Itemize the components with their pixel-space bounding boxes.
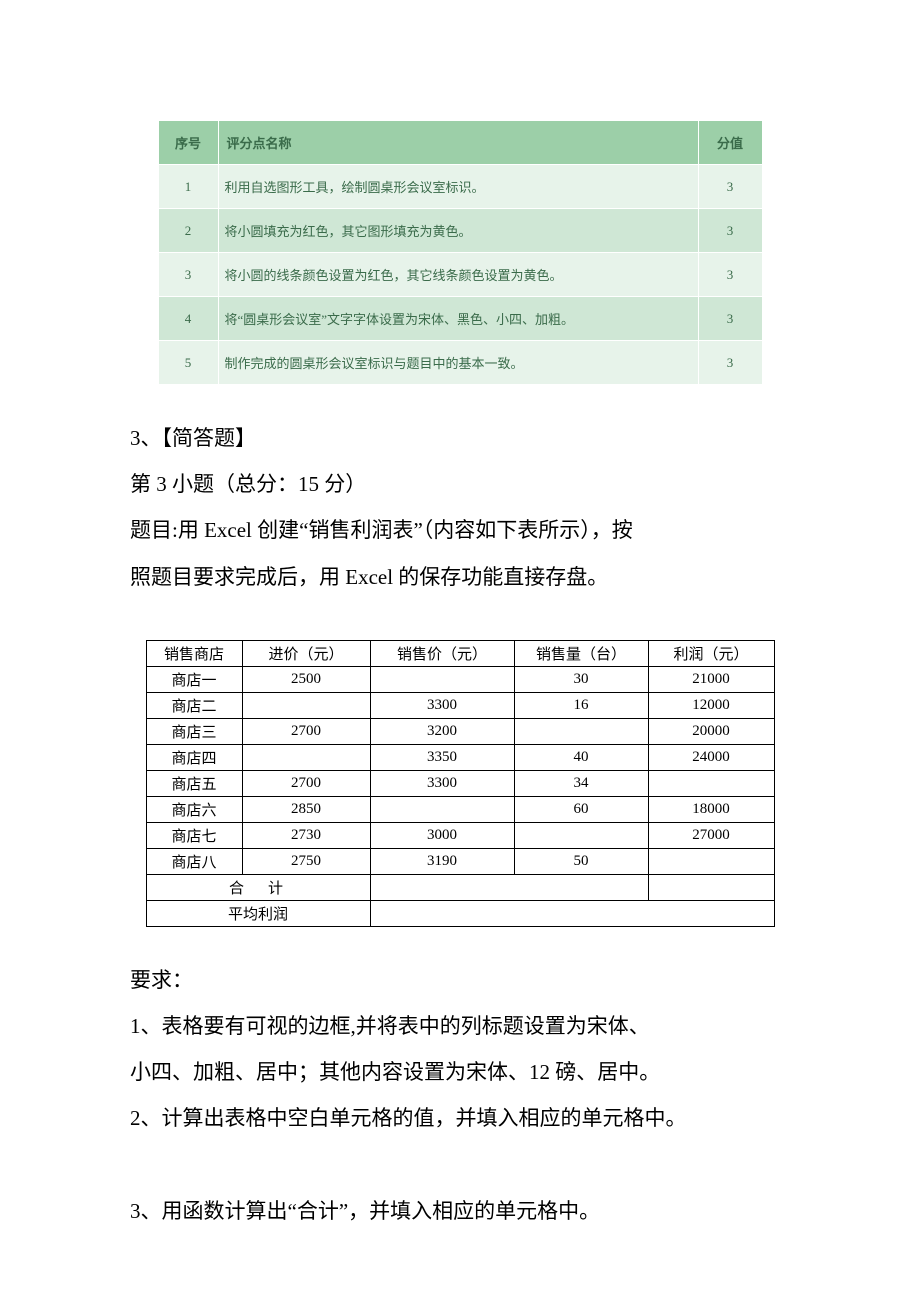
scoring-table: 序号 评分点名称 分值 1 利用自选图形工具，绘制圆桌形会议室标识。 3 2 将… — [158, 120, 763, 385]
sales-cell: 12000 — [648, 692, 774, 718]
sales-header: 销售量（台） — [514, 640, 648, 666]
req1-line2: 小四、加粗、居中；其他内容设置为宋体、12 磅、居中。 — [130, 1049, 790, 1095]
sales-cell — [370, 666, 514, 692]
sales-cell: 50 — [514, 848, 648, 874]
q3-body-line2: 照题目要求完成后，用 Excel 的保存功能直接存盘。 — [130, 554, 790, 600]
sales-cell: 40 — [514, 744, 648, 770]
scoring-row: 3 将小圆的线条颜色设置为红色，其它线条颜色设置为黄色。 3 — [158, 253, 762, 297]
name-cell: 将“圆桌形会议室”文字字体设置为宋体、黑色、小四、加粗。 — [218, 297, 698, 341]
sales-row: 商店六 2850 60 18000 — [146, 796, 774, 822]
sales-cell: 2500 — [242, 666, 370, 692]
sales-cell: 2700 — [242, 770, 370, 796]
req1-line1: 1、表格要有可视的边框,并将表中的列标题设置为宋体、 — [130, 1003, 790, 1049]
question3-block: 3、【简答题】 第 3 小题（总分：15 分） 题目:用 Excel 创建“销售… — [130, 415, 790, 600]
score-cell: 3 — [698, 341, 762, 385]
req-label: 要求： — [130, 957, 790, 1003]
sales-cell: 3300 — [370, 770, 514, 796]
sales-row: 商店三 2700 3200 20000 — [146, 718, 774, 744]
seq-cell: 5 — [158, 341, 218, 385]
sales-cell — [514, 718, 648, 744]
name-cell: 制作完成的圆桌形会议室标识与题目中的基本一致。 — [218, 341, 698, 385]
sales-cell: 2700 — [242, 718, 370, 744]
score-cell: 3 — [698, 209, 762, 253]
sales-row: 商店五 2700 3300 34 — [146, 770, 774, 796]
scoring-row: 4 将“圆桌形会议室”文字字体设置为宋体、黑色、小四、加粗。 3 — [158, 297, 762, 341]
sales-cell: 20000 — [648, 718, 774, 744]
sales-cell: 商店二 — [146, 692, 242, 718]
sales-cell: 商店三 — [146, 718, 242, 744]
req2: 2、计算出表格中空白单元格的值，并填入相应的单元格中。 — [130, 1095, 790, 1141]
heji-value — [648, 874, 774, 900]
name-cell: 将小圆的线条颜色设置为红色，其它线条颜色设置为黄色。 — [218, 253, 698, 297]
scoring-row: 5 制作完成的圆桌形会议室标识与题目中的基本一致。 3 — [158, 341, 762, 385]
sales-cell: 商店七 — [146, 822, 242, 848]
q3-body-line1: 题目:用 Excel 创建“销售利润表”（内容如下表所示），按 — [130, 507, 790, 553]
sales-cell: 3350 — [370, 744, 514, 770]
sales-cell: 3000 — [370, 822, 514, 848]
sales-row: 商店四 3350 40 24000 — [146, 744, 774, 770]
sales-cell — [242, 692, 370, 718]
sales-cell: 60 — [514, 796, 648, 822]
sales-header-row: 销售商店 进价（元） 销售价（元） 销售量（台） 利润（元） — [146, 640, 774, 666]
sales-row: 商店七 2730 3000 27000 — [146, 822, 774, 848]
sales-header: 利润（元） — [648, 640, 774, 666]
sales-cell: 商店一 — [146, 666, 242, 692]
sales-cell — [648, 770, 774, 796]
name-cell: 利用自选图形工具，绘制圆桌形会议室标识。 — [218, 165, 698, 209]
sales-header: 销售商店 — [146, 640, 242, 666]
scoring-row: 1 利用自选图形工具，绘制圆桌形会议室标识。 3 — [158, 165, 762, 209]
scoring-header-seq: 序号 — [158, 121, 218, 165]
sales-cell: 3190 — [370, 848, 514, 874]
heji-blank — [370, 874, 648, 900]
heji-label: 合计 — [146, 874, 370, 900]
scoring-header-name: 评分点名称 — [218, 121, 698, 165]
sales-cell — [514, 822, 648, 848]
score-cell: 3 — [698, 297, 762, 341]
sales-cell: 27000 — [648, 822, 774, 848]
sales-cell: 2750 — [242, 848, 370, 874]
seq-cell: 4 — [158, 297, 218, 341]
scoring-header-score: 分值 — [698, 121, 762, 165]
sales-cell: 2850 — [242, 796, 370, 822]
sales-cell: 18000 — [648, 796, 774, 822]
score-cell: 3 — [698, 165, 762, 209]
q3-label: 3、【简答题】 — [130, 415, 790, 461]
seq-cell: 1 — [158, 165, 218, 209]
requirements-block: 要求： 1、表格要有可视的边框,并将表中的列标题设置为宋体、 小四、加粗、居中；… — [130, 957, 790, 1234]
sales-row: 商店八 2750 3190 50 — [146, 848, 774, 874]
seq-cell: 3 — [158, 253, 218, 297]
sales-cell: 2730 — [242, 822, 370, 848]
avg-value — [370, 900, 774, 926]
sales-cell: 3300 — [370, 692, 514, 718]
spacer — [130, 1142, 790, 1188]
sales-cell: 商店六 — [146, 796, 242, 822]
sales-row: 商店二 3300 16 12000 — [146, 692, 774, 718]
sales-footer-avg: 平均利润 — [146, 900, 774, 926]
avg-label: 平均利润 — [146, 900, 370, 926]
sales-table: 销售商店 进价（元） 销售价（元） 销售量（台） 利润（元） 商店一 2500 … — [146, 640, 775, 927]
q3-subtitle: 第 3 小题（总分：15 分） — [130, 461, 790, 507]
name-cell: 将小圆填充为红色，其它图形填充为黄色。 — [218, 209, 698, 253]
sales-cell: 商店五 — [146, 770, 242, 796]
sales-cell: 30 — [514, 666, 648, 692]
sales-cell: 34 — [514, 770, 648, 796]
sales-cell: 21000 — [648, 666, 774, 692]
seq-cell: 2 — [158, 209, 218, 253]
score-cell: 3 — [698, 253, 762, 297]
req3: 3、用函数计算出“合计”，并填入相应的单元格中。 — [130, 1188, 790, 1234]
sales-cell — [370, 796, 514, 822]
sales-cell: 商店四 — [146, 744, 242, 770]
sales-footer-heji: 合计 — [146, 874, 774, 900]
sales-header: 进价（元） — [242, 640, 370, 666]
sales-header: 销售价（元） — [370, 640, 514, 666]
sales-cell: 商店八 — [146, 848, 242, 874]
sales-cell — [648, 848, 774, 874]
sales-cell: 3200 — [370, 718, 514, 744]
scoring-row: 2 将小圆填充为红色，其它图形填充为黄色。 3 — [158, 209, 762, 253]
sales-row: 商店一 2500 30 21000 — [146, 666, 774, 692]
sales-cell: 16 — [514, 692, 648, 718]
sales-cell — [242, 744, 370, 770]
sales-cell: 24000 — [648, 744, 774, 770]
